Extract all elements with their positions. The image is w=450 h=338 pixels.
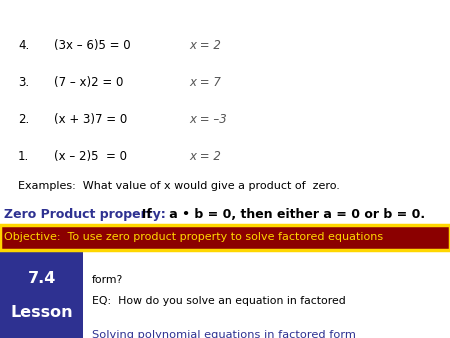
- Text: x = –3: x = –3: [189, 113, 227, 126]
- Text: 1.: 1.: [18, 150, 29, 163]
- Text: x = 2: x = 2: [189, 39, 221, 52]
- FancyBboxPatch shape: [0, 225, 450, 250]
- Text: x = 2: x = 2: [189, 150, 221, 163]
- Text: (x – 2)5  = 0: (x – 2)5 = 0: [54, 150, 127, 163]
- Text: 2.: 2.: [18, 113, 29, 126]
- Text: x = 7: x = 7: [189, 76, 221, 89]
- Text: (7 – x)2 = 0: (7 – x)2 = 0: [54, 76, 123, 89]
- Text: Lesson: Lesson: [10, 305, 73, 320]
- FancyBboxPatch shape: [0, 250, 83, 338]
- Text: EQ:  How do you solve an equation in factored: EQ: How do you solve an equation in fact…: [92, 296, 346, 306]
- Text: 3.: 3.: [18, 76, 29, 89]
- Text: (x + 3)7 = 0: (x + 3)7 = 0: [54, 113, 127, 126]
- Text: 4.: 4.: [18, 39, 29, 52]
- Text: (3x – 6)5 = 0: (3x – 6)5 = 0: [54, 39, 130, 52]
- Text: Examples:  What value of x would give a product of  zero.: Examples: What value of x would give a p…: [18, 181, 340, 191]
- Text: Solving polynomial equations in factored form: Solving polynomial equations in factored…: [92, 330, 356, 338]
- Text: Objective:  To use zero product property to solve factored equations: Objective: To use zero product property …: [4, 233, 383, 242]
- Text: form?: form?: [92, 275, 123, 286]
- Text: If    a • b = 0, then either a = 0 or b = 0.: If a • b = 0, then either a = 0 or b = 0…: [133, 208, 425, 221]
- Text: 7.4: 7.4: [27, 271, 56, 286]
- Text: Zero Product property:: Zero Product property:: [4, 208, 166, 221]
